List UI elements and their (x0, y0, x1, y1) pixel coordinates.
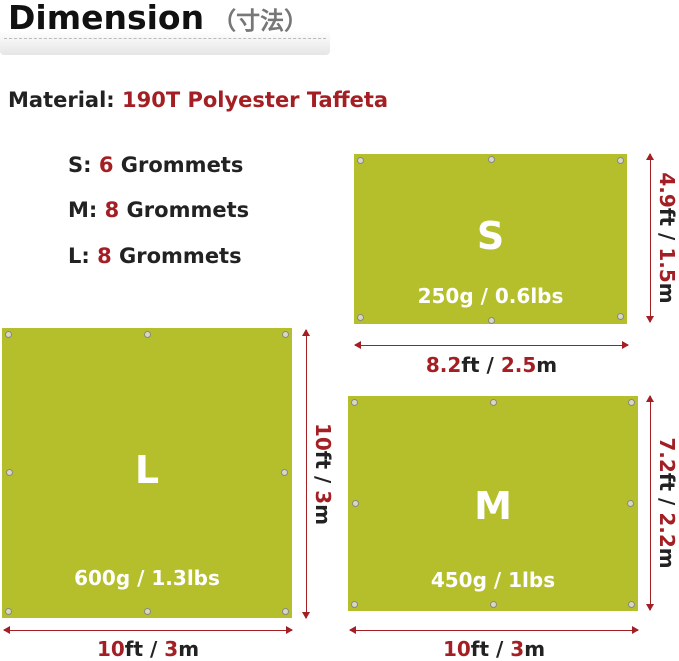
m: 3 (510, 637, 525, 661)
unit: m (311, 504, 335, 526)
title-text: Dimension (8, 0, 205, 37)
grommet-icon (282, 608, 289, 615)
l-width-label: 10ft / 3m (4, 637, 292, 661)
tarp-s: S 250g / 0.6lbs (354, 154, 627, 324)
grommet-icon (357, 157, 364, 164)
tarp-weight: 450g / 1lbs (430, 568, 556, 592)
tarp-weight: 250g / 0.6lbs (417, 284, 564, 308)
grommet-icon (617, 157, 624, 164)
m: 2.2 (655, 512, 679, 548)
tarp-size-label: M (474, 484, 512, 528)
header-banner (0, 0, 330, 55)
m: 2.5 (500, 353, 537, 377)
tarp-l: L 600g / 1.3lbs (2, 328, 292, 618)
ft: 10 (442, 637, 471, 661)
sep: ft / (461, 353, 501, 377)
header-divider (4, 38, 326, 39)
l-width-arrow (3, 626, 293, 634)
page-title: Dimension （寸法） (8, 0, 308, 37)
grommet-icon (490, 399, 497, 406)
grommet-icon (628, 399, 635, 406)
grommet-count: 8 (104, 198, 120, 222)
tarp-weight: 600g / 1.3lbs (74, 566, 220, 590)
unit: m (655, 282, 679, 304)
grommet-count: 6 (98, 153, 114, 177)
grommet-icon (351, 399, 358, 406)
m: 3 (164, 637, 179, 661)
m-height-label: 7.2ft / 2.2m (655, 437, 679, 568)
s-height-label: 4.9ft / 1.5m (655, 172, 679, 303)
grommet-count: 8 (97, 244, 112, 268)
tarp-size-label: L (134, 448, 160, 492)
sep: ft / (470, 637, 511, 661)
grommet-size: L: (68, 244, 90, 268)
s-width-arrow (354, 341, 629, 349)
grommet-icon (6, 469, 13, 476)
ft: 10 (96, 637, 125, 661)
grommet-size: S: (68, 153, 92, 177)
sep: ft / (124, 637, 165, 661)
grommet-icon (351, 601, 358, 608)
l-height-label: 10ft / 3m (311, 423, 335, 525)
grommet-icon (352, 500, 359, 507)
grommet-icon (5, 608, 12, 615)
grommet-icon (627, 500, 634, 507)
material-line: Material: 190T Polyester Taffeta (8, 88, 388, 112)
grommet-icon (488, 156, 495, 163)
s-width-label: 8.2ft / 2.5m (355, 353, 628, 377)
s-height-arrow (646, 153, 654, 323)
unit: m (524, 637, 546, 661)
grommet-icon (282, 331, 289, 338)
material-label: Material: (8, 88, 115, 112)
tarp-size-label: S (476, 214, 505, 258)
unit: m (536, 353, 558, 377)
ft: 8.2 (425, 353, 462, 377)
grommet-label: Grommets (120, 153, 244, 177)
grommet-icon (281, 469, 288, 476)
tarp-m: M 450g / 1lbs (348, 396, 638, 611)
ft: 4.9 (655, 172, 679, 208)
grommet-icon (144, 608, 151, 615)
sep: ft / (655, 472, 679, 513)
grommet-icon (628, 601, 635, 608)
m-width-label: 10ft / 3m (350, 637, 638, 661)
unit: m (178, 637, 200, 661)
grommets-m: M: 8 Grommets (68, 198, 249, 222)
m-height-arrow (646, 395, 654, 611)
grommet-icon (488, 317, 495, 324)
grommets-s: S: 6 Grommets (68, 153, 243, 177)
m-width-arrow (349, 626, 639, 634)
grommet-icon (5, 331, 12, 338)
sep: ft / (655, 207, 679, 248)
l-height-arrow (302, 329, 310, 619)
grommet-icon (617, 313, 624, 320)
ft: 7.2 (655, 437, 679, 473)
m: 3 (311, 490, 335, 505)
grommet-label: Grommets (126, 198, 250, 222)
grommet-size: M: (68, 198, 98, 222)
sep: ft / (311, 450, 335, 491)
grommet-icon (357, 314, 364, 321)
grommet-icon (490, 601, 497, 608)
grommet-icon (144, 331, 151, 338)
grommet-label: Grommets (119, 244, 242, 268)
ft: 10 (311, 422, 335, 451)
title-jp: （寸法） (212, 7, 309, 35)
grommets-l: L: 8 Grommets (68, 244, 242, 268)
m: 1.5 (655, 247, 679, 283)
material-value: 190T Polyester Taffeta (121, 88, 389, 112)
unit: m (655, 547, 679, 569)
